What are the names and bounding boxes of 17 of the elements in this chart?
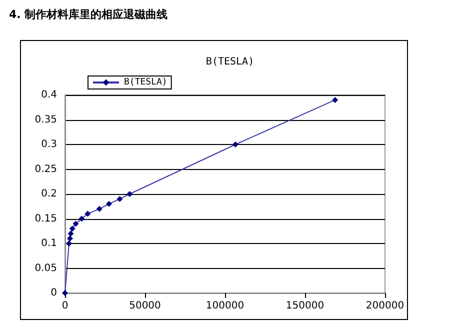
y-tick-label: 0.4	[41, 90, 57, 100]
y-tick-label: 0.25	[34, 164, 57, 175]
y-tick-label: 0.05	[34, 262, 57, 274]
x-tick-label: 150000	[286, 300, 324, 312]
y-tick-label: 0.1	[41, 238, 57, 249]
x-tick-label: 100000	[206, 300, 244, 312]
y-tick-label: 0.2	[41, 188, 57, 200]
y-tick-label: 0.15	[34, 213, 57, 224]
y-tick-label: 0.3	[41, 139, 57, 150]
legend-label: B(TESLA)	[124, 78, 168, 88]
chart-title: B(TESLA)	[206, 56, 254, 68]
x-tick-label: 50000	[129, 300, 161, 312]
x-tick-label: 200000	[366, 300, 404, 312]
y-tick-label: 0	[50, 288, 57, 298]
x-tick-label: 0	[62, 300, 68, 312]
text: 4. 制作材料库里的相应退磁曲线	[9, 8, 168, 21]
y-tick-label: 0.35	[34, 114, 57, 126]
